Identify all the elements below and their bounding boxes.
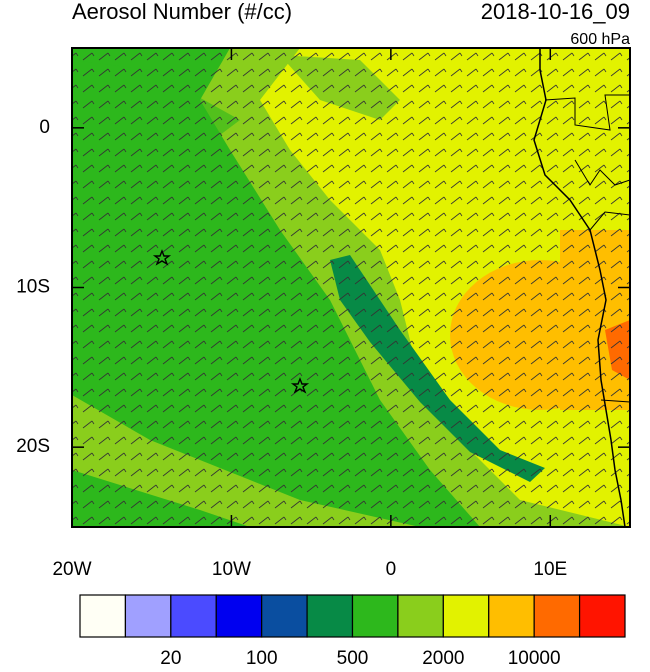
site-marker [290,377,310,394]
y-tick-label: 0 [39,117,50,138]
border [589,211,630,231]
level-label: 600 hPa [570,31,630,48]
field [72,48,630,527]
time-label: 2018-10-16_09 [481,0,630,24]
colorbar-swatch [124,594,172,638]
colorbar-label: 10000 [508,648,561,667]
site-marker [152,249,172,266]
title: Aerosol Number (#/cc) [72,0,292,24]
colorbar-swatch [488,594,535,638]
colorbar-swatch [170,594,217,638]
x-tick-label: 20W [52,559,91,580]
colorbar-swatch [79,594,127,638]
colorbar-label: 500 [337,648,369,667]
border [600,399,630,403]
colorbar-swatch [578,594,626,638]
colorbar-swatch [261,594,308,638]
colorbar-swatch [442,594,490,638]
border [544,94,630,131]
colorbar-swatch [306,594,354,638]
axes: 20W 10W 0 10E 0 10S 20S [16,48,630,580]
colorbar-label: 100 [246,648,278,667]
wind-barbs [72,48,630,527]
y-tick-label: 20S [16,436,50,457]
colorbar-swatch [533,594,581,638]
colorbar-label: 20 [160,648,181,667]
x-tick-label: 10W [212,559,251,580]
colorbar: 20 100 500 2000 10000 [79,594,626,669]
y-tick-label: 10S [16,277,50,298]
colorbar-swatch [215,594,263,638]
x-tick-label: 0 [386,559,397,580]
colorbar-swatch [397,594,444,638]
colorbar-swatch [351,594,399,638]
x-tick-label: 10E [533,559,567,580]
colorbar-label: 2000 [422,648,464,667]
coastline [533,48,626,527]
border [574,159,630,186]
